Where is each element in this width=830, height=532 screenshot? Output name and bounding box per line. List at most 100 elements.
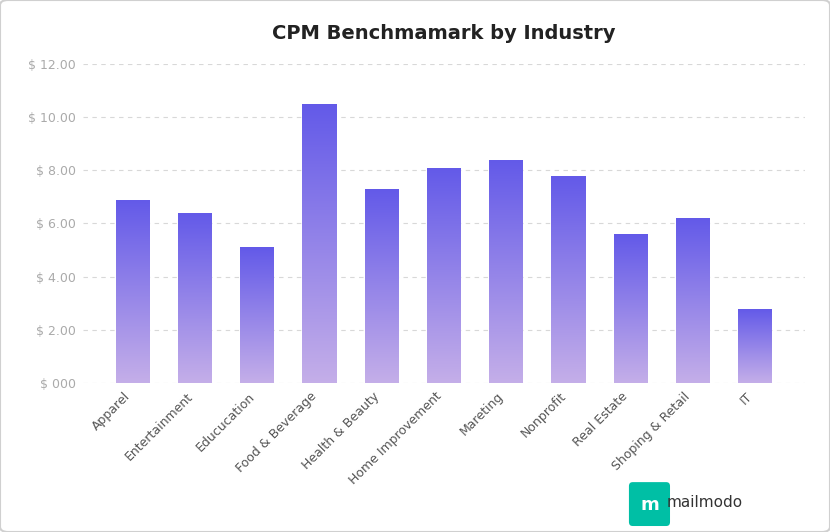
Bar: [116, 307, 150, 308]
Bar: [302, 112, 337, 113]
Bar: [178, 221, 212, 222]
Bar: [551, 292, 586, 293]
Bar: [178, 327, 212, 328]
Bar: [551, 343, 586, 344]
Bar: [489, 192, 524, 193]
Bar: [676, 314, 710, 315]
Bar: [116, 309, 150, 310]
Bar: [489, 230, 524, 231]
Bar: [427, 362, 461, 363]
Bar: [427, 187, 461, 188]
Bar: [116, 278, 150, 279]
Bar: [489, 354, 524, 355]
Bar: [302, 177, 337, 178]
Bar: [427, 317, 461, 318]
Bar: [302, 135, 337, 136]
Bar: [489, 284, 524, 285]
Bar: [302, 212, 337, 213]
Bar: [551, 177, 586, 178]
Bar: [302, 235, 337, 236]
Bar: [364, 356, 399, 357]
Bar: [302, 140, 337, 141]
Bar: [427, 254, 461, 255]
Bar: [676, 298, 710, 299]
Bar: [116, 330, 150, 331]
Bar: [302, 325, 337, 326]
Bar: [364, 192, 399, 193]
Bar: [302, 322, 337, 323]
Bar: [676, 270, 710, 271]
Bar: [676, 342, 710, 343]
Bar: [551, 320, 586, 321]
Bar: [489, 180, 524, 181]
Bar: [551, 281, 586, 282]
Bar: [116, 336, 150, 337]
Bar: [116, 200, 150, 201]
Bar: [489, 218, 524, 219]
Bar: [551, 375, 586, 376]
Bar: [116, 206, 150, 207]
Bar: [489, 282, 524, 283]
Bar: [551, 355, 586, 356]
Bar: [178, 241, 212, 242]
Bar: [302, 171, 337, 172]
Bar: [178, 225, 212, 226]
Bar: [178, 242, 212, 243]
Bar: [551, 337, 586, 338]
Bar: [178, 275, 212, 276]
Bar: [302, 214, 337, 215]
Bar: [364, 332, 399, 333]
Bar: [551, 329, 586, 330]
Bar: [489, 348, 524, 349]
Bar: [116, 301, 150, 302]
Bar: [427, 336, 461, 337]
Bar: [364, 372, 399, 373]
Bar: [178, 255, 212, 256]
Bar: [427, 283, 461, 284]
Bar: [676, 347, 710, 348]
Bar: [178, 309, 212, 310]
Bar: [116, 267, 150, 268]
Bar: [302, 125, 337, 126]
Bar: [489, 206, 524, 207]
Bar: [489, 223, 524, 225]
Bar: [302, 183, 337, 184]
Bar: [364, 243, 399, 244]
Bar: [116, 275, 150, 276]
Bar: [178, 219, 212, 220]
Bar: [489, 245, 524, 246]
Bar: [551, 379, 586, 380]
Bar: [364, 290, 399, 291]
Bar: [551, 319, 586, 320]
Bar: [551, 289, 586, 290]
Bar: [489, 378, 524, 379]
Bar: [116, 332, 150, 333]
Bar: [302, 306, 337, 307]
Bar: [116, 340, 150, 341]
Bar: [489, 198, 524, 199]
Bar: [489, 273, 524, 275]
Bar: [302, 311, 337, 312]
Bar: [178, 258, 212, 259]
Bar: [302, 237, 337, 238]
Bar: [116, 346, 150, 347]
Bar: [302, 123, 337, 124]
Bar: [364, 237, 399, 238]
Bar: [116, 280, 150, 281]
Bar: [489, 163, 524, 164]
Bar: [551, 344, 586, 345]
Bar: [178, 375, 212, 376]
Bar: [676, 332, 710, 333]
Bar: [302, 178, 337, 179]
Bar: [489, 197, 524, 198]
Bar: [178, 222, 212, 223]
Bar: [302, 155, 337, 156]
Bar: [427, 318, 461, 319]
Bar: [178, 230, 212, 231]
Bar: [302, 284, 337, 285]
Bar: [364, 259, 399, 260]
Bar: [427, 228, 461, 229]
Bar: [302, 208, 337, 209]
Bar: [116, 273, 150, 274]
Bar: [302, 189, 337, 190]
